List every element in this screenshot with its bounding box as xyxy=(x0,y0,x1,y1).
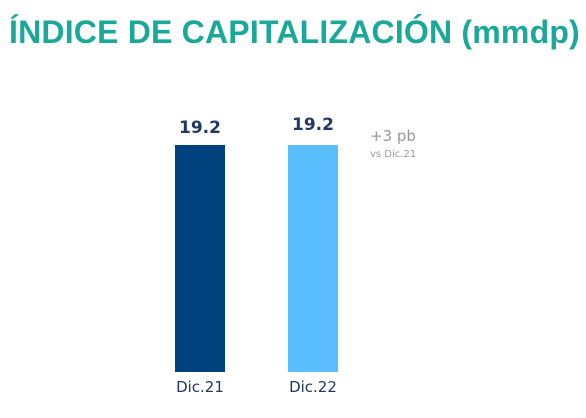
value-label: 19.2 xyxy=(292,115,334,135)
chart-title: ÍNDICE DE CAPITALIZACIÓN (mmdp) xyxy=(9,14,580,50)
bar-dic22 xyxy=(288,145,338,372)
category-labels-group: Dic.21 Dic.22 xyxy=(176,378,337,396)
category-label: Dic.21 xyxy=(176,378,224,396)
annotation-main: +3 pb xyxy=(370,127,416,145)
value-label: 19.2 xyxy=(179,118,221,138)
category-label: Dic.22 xyxy=(289,378,337,396)
annotation-sub: vs Dic.21 xyxy=(370,149,416,160)
value-labels-group: 19.2 19.2 xyxy=(179,115,334,138)
bar-dic21 xyxy=(175,145,225,372)
bars-group xyxy=(175,145,338,372)
